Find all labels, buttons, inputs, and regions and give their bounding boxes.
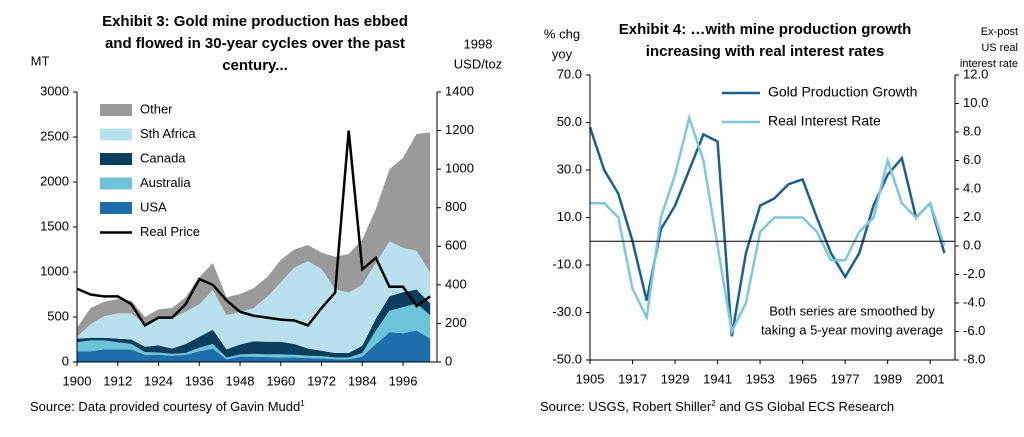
y-tick-label: 30.0 <box>557 161 582 176</box>
y-tick-label: 2500 <box>40 128 69 143</box>
y2-axis-label: 1998 <box>464 36 493 51</box>
area <box>77 330 431 362</box>
legend-label: Other <box>140 101 173 116</box>
y2-tick-label: 12.0 <box>963 66 988 81</box>
y2-tick-label: 400 <box>445 276 467 291</box>
legend-swatch <box>100 177 132 190</box>
y-axis-label: yoy <box>552 46 573 61</box>
legend-label: Canada <box>140 150 186 165</box>
y-tick-label: -50.0 <box>552 351 582 366</box>
y-tick-label: 0 <box>62 353 69 368</box>
area <box>77 289 431 358</box>
x-tick-label: 1929 <box>661 371 690 386</box>
y2-tick-label: 6.0 <box>963 152 981 167</box>
line <box>76 130 431 328</box>
y2-tick-label: 8.0 <box>963 123 981 138</box>
legend-label: Gold Production Growth <box>768 84 917 100</box>
y2-tick-label: 2.0 <box>963 209 981 224</box>
y2-tick-label: 0.0 <box>963 237 981 252</box>
source-text: and GS Global ECS Research <box>716 399 894 414</box>
y-tick-label: 50.0 <box>557 114 582 129</box>
annotation: Both series are smoothed by <box>769 303 935 318</box>
y-tick-label: 1000 <box>40 263 69 278</box>
y2-axis-label: Ex-post <box>981 26 1018 38</box>
line <box>590 113 946 336</box>
y2-axis-label: interest rate <box>960 58 1018 70</box>
x-tick-label: 1977 <box>831 371 860 386</box>
chart-title: century... <box>222 57 288 74</box>
x-tick-label: 1917 <box>618 371 647 386</box>
x-tick-label: 1965 <box>788 371 817 386</box>
y2-tick-label: 1000 <box>445 161 474 176</box>
y2-tick-label: -6.0 <box>963 323 985 338</box>
y-tick-label: -30.0 <box>552 304 582 319</box>
y-tick-label: -10.0 <box>552 256 582 271</box>
x-tick-label: 2001 <box>916 371 945 386</box>
y2-axis-label: USD/toz <box>454 56 502 71</box>
annotation: taking a 5-year moving average <box>761 322 943 337</box>
area <box>77 241 431 353</box>
line <box>588 126 946 337</box>
y-tick-label: 500 <box>47 308 69 323</box>
y2-tick-label: 4.0 <box>963 180 981 195</box>
legend-swatch <box>100 128 132 141</box>
source-superscript: 1 <box>300 399 305 408</box>
y-tick-label: 3000 <box>40 83 69 98</box>
y-tick-label: 1500 <box>40 218 69 233</box>
x-tick-label: 1960 <box>266 373 295 388</box>
chart-title: Exhibit 3: Gold mine production has ebbe… <box>102 13 408 30</box>
source-superscript: 2 <box>711 399 716 408</box>
y2-tick-label: 1200 <box>445 122 474 137</box>
x-tick-label: 1900 <box>63 373 92 388</box>
chart-title: and flowed in 30-year cycles over the pa… <box>105 35 405 52</box>
x-tick-label: 1936 <box>185 373 214 388</box>
y2-tick-label: 10.0 <box>963 95 988 110</box>
chart-title: increasing with real interest rates <box>646 43 884 60</box>
legend-label: Sth Africa <box>140 126 196 141</box>
legend-label: USA <box>140 199 167 214</box>
x-tick-label: 1905 <box>576 371 605 386</box>
y2-tick-label: 800 <box>445 199 467 214</box>
legend-label: Real Interest Rate <box>768 113 881 129</box>
y-tick-label: 10.0 <box>557 209 582 224</box>
y-tick-label: 2000 <box>40 173 69 188</box>
y2-tick-label: 1400 <box>445 83 474 98</box>
y-tick-label: 70.0 <box>557 66 582 81</box>
source: Source: Data provided courtesy of Gavin … <box>30 399 305 415</box>
legend-label: Australia <box>140 175 191 190</box>
y2-tick-label: -8.0 <box>963 351 985 366</box>
y-axis-label: % chg <box>544 26 580 41</box>
x-tick-label: 1953 <box>746 371 775 386</box>
y2-tick-label: 600 <box>445 238 467 253</box>
x-tick-label: 1984 <box>348 373 377 388</box>
x-tick-label: 1948 <box>226 373 255 388</box>
legend-label: Real Price <box>140 224 200 239</box>
x-tick-label: 1989 <box>873 371 902 386</box>
legend-swatch <box>100 153 132 165</box>
y2-tick-label: 0 <box>445 353 452 368</box>
x-tick-label: 1972 <box>307 373 336 388</box>
x-tick-label: 1912 <box>103 373 132 388</box>
x-tick-label: 1941 <box>703 371 732 386</box>
x-tick-label: 1924 <box>144 373 173 388</box>
legend-swatch <box>100 202 132 214</box>
source-text: Source: Data provided courtesy of Gavin … <box>30 399 300 414</box>
area <box>77 132 431 337</box>
y2-tick-label: -2.0 <box>963 266 985 281</box>
source: Source: USGS, Robert Shiller2 and GS Glo… <box>540 399 894 415</box>
y2-tick-label: 200 <box>445 315 467 330</box>
y2-tick-label: -4.0 <box>963 294 985 309</box>
x-tick-label: 1996 <box>389 373 418 388</box>
legend-swatch <box>100 104 132 116</box>
chart-title: Exhibit 4: …with mine production growth <box>619 21 912 38</box>
source-text: Source: USGS, Robert Shiller <box>540 399 712 414</box>
y-axis-label: MT <box>31 53 50 68</box>
y2-axis-label: US real <box>981 42 1018 54</box>
